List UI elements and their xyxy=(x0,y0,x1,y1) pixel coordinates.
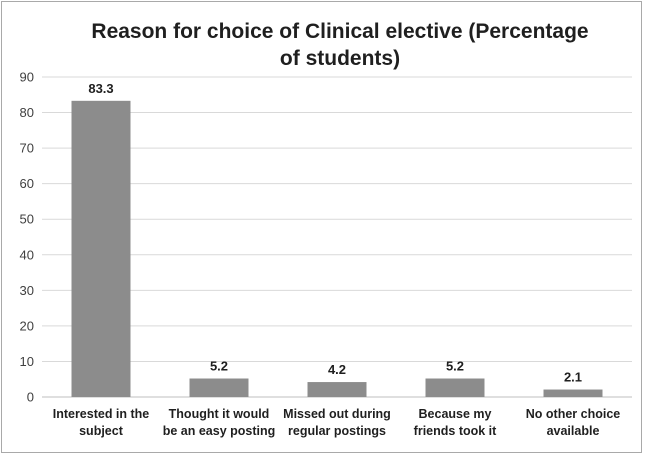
y-tick-label: 90 xyxy=(20,70,34,85)
y-tick-label: 40 xyxy=(20,247,34,262)
data-label: 5.2 xyxy=(210,359,228,374)
bar xyxy=(543,389,603,397)
data-label: 5.2 xyxy=(446,359,464,374)
y-tick-label: 30 xyxy=(20,283,34,298)
bar xyxy=(307,382,367,397)
data-label: 4.2 xyxy=(328,362,346,377)
x-tick-label-line: Missed out during xyxy=(283,407,391,421)
chart-title-line-2: of students) xyxy=(279,47,401,70)
x-tick-label-line: Because my xyxy=(418,407,492,421)
y-tick-label: 0 xyxy=(27,390,34,405)
x-tick-label-line: available xyxy=(546,424,600,438)
y-tick-label: 60 xyxy=(20,176,34,191)
y-tick-label: 20 xyxy=(20,318,34,333)
y-tick-label: 50 xyxy=(20,212,34,227)
bar xyxy=(425,378,485,397)
y-tick-label: 80 xyxy=(20,105,34,120)
x-tick-label-line: friends took it xyxy=(413,424,497,438)
x-tick-label-line: be an easy posting xyxy=(162,424,276,438)
x-tick-label-line: Interested in the xyxy=(52,407,150,421)
y-tick-label: 10 xyxy=(20,354,34,369)
x-tick-label-line: regular postings xyxy=(288,424,386,438)
chart-title: Reason for choice of Clinical elective (… xyxy=(60,18,620,72)
y-tick-label: 70 xyxy=(20,141,34,156)
data-label: 83.3 xyxy=(88,81,113,96)
bar xyxy=(189,378,249,397)
x-tick-label: Thought it would be an easy posting xyxy=(160,406,278,440)
chart-title-line-1: Reason for choice of Clinical elective (… xyxy=(91,20,589,43)
x-tick-label-line: No other choice xyxy=(525,407,621,421)
bar xyxy=(71,100,131,398)
x-tick-label: No other choice available xyxy=(514,406,632,440)
x-tick-label: Missed out during regular postings xyxy=(278,406,396,440)
x-tick-label-line: Thought it would xyxy=(168,407,270,421)
x-tick-label-line: subject xyxy=(79,424,123,438)
x-tick-label: Interested in the subject xyxy=(42,406,160,440)
x-tick-label: Because my friends took it xyxy=(396,406,514,440)
data-label: 2.1 xyxy=(564,370,582,385)
